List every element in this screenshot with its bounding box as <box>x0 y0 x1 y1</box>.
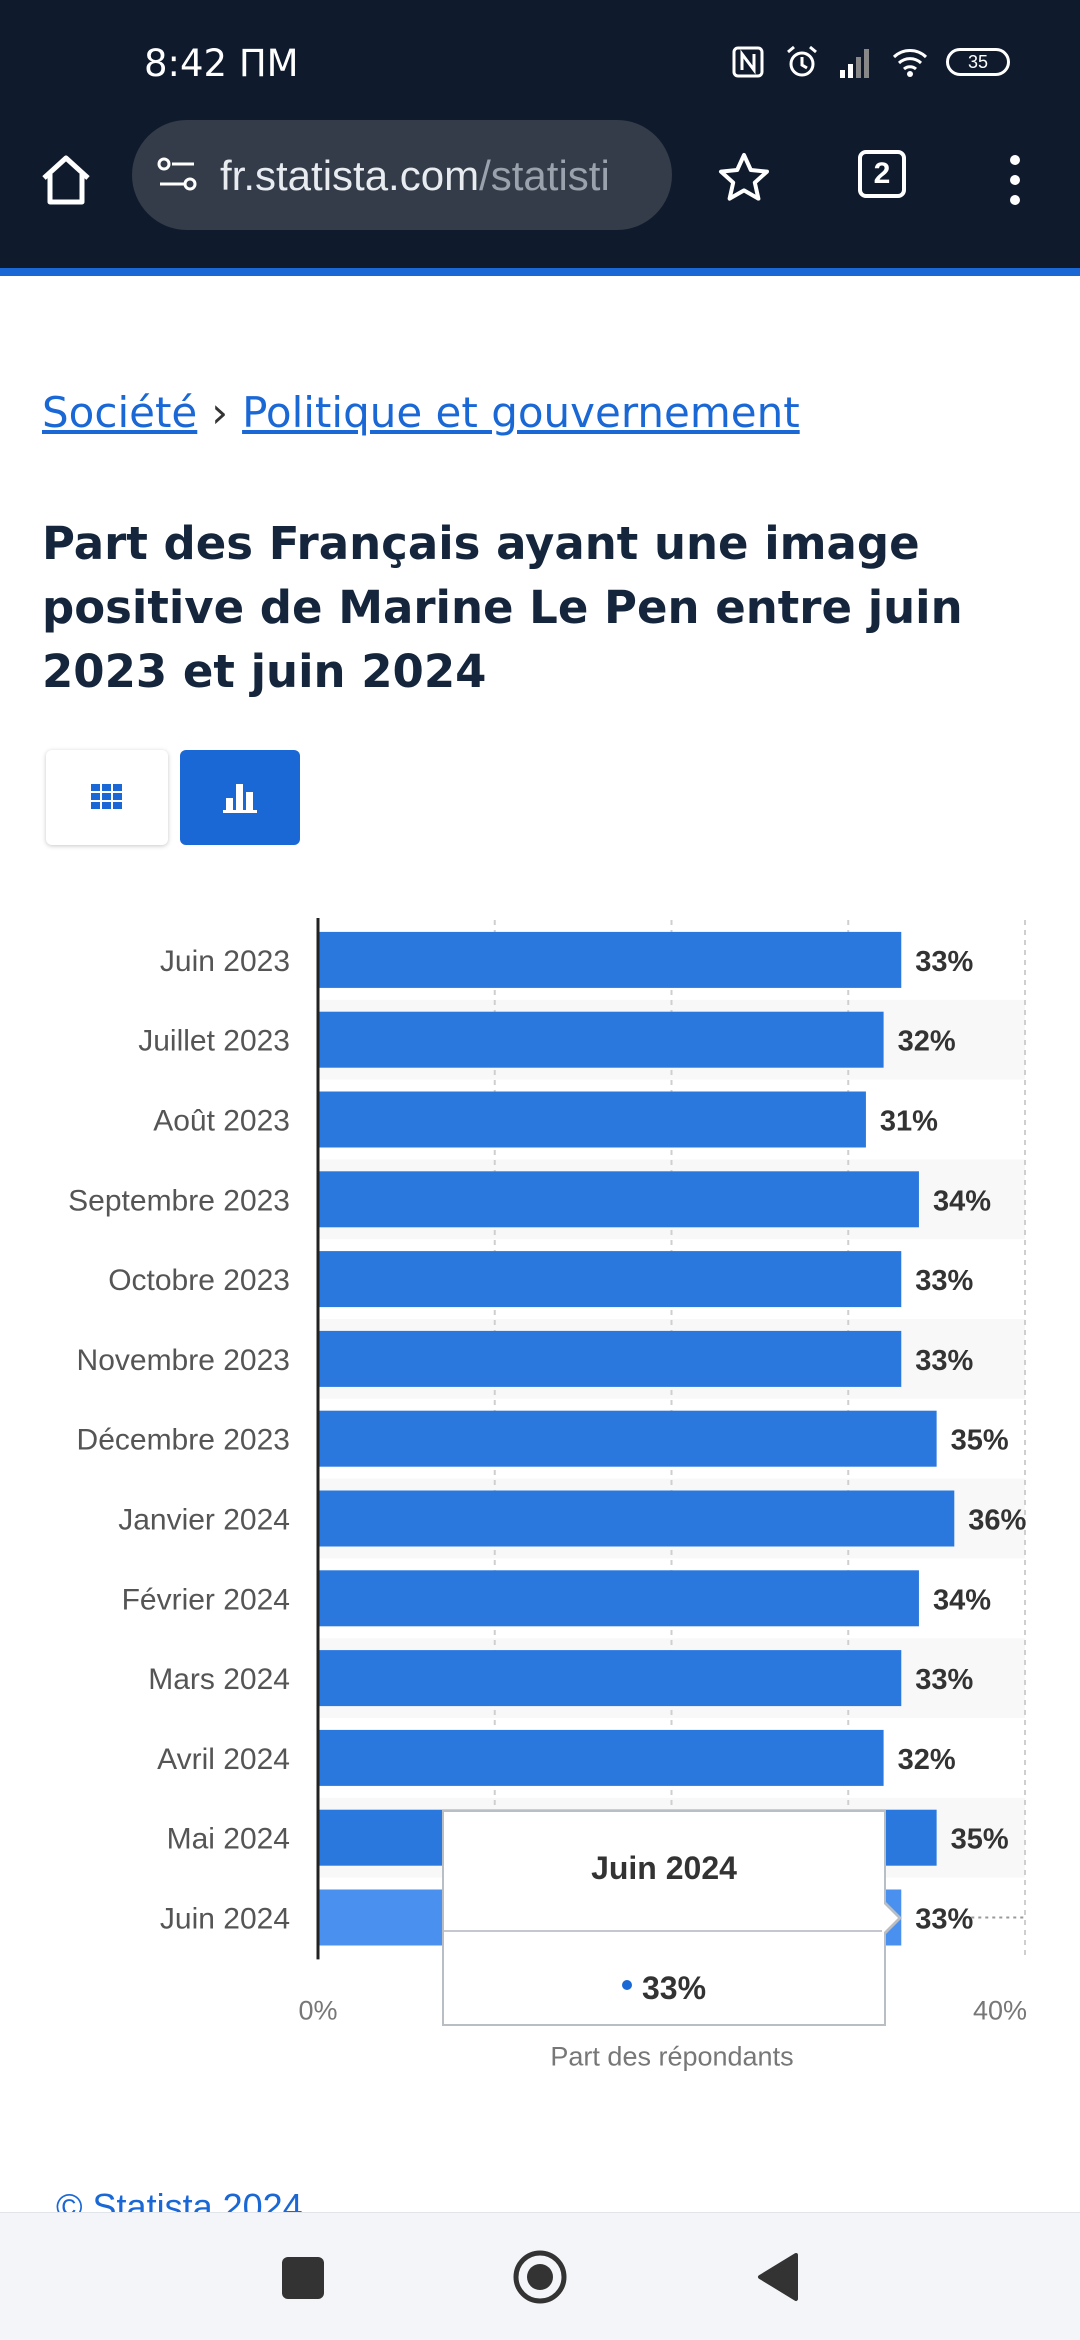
category-label: Mai 2024 <box>167 1823 290 1856</box>
page-title: Part des Français ayant une image positi… <box>42 517 963 698</box>
data-label: 33% <box>915 946 973 978</box>
breadcrumb-separator: › <box>211 388 229 437</box>
bar <box>318 1650 902 1707</box>
url-host: fr.statista.com <box>220 152 480 199</box>
home-circle-icon[interactable] <box>512 2249 568 2305</box>
category-label: Octobre 2023 <box>108 1264 290 1297</box>
x-tick-label: 0% <box>298 1995 337 2025</box>
data-label: 33% <box>915 1265 973 1297</box>
data-label: 33% <box>915 1345 973 1377</box>
category-label: Juillet 2023 <box>138 1025 290 1058</box>
data-label: 35% <box>951 1824 1009 1856</box>
browser-toolbar: fr.statista.com/statisti 2 <box>0 120 1080 270</box>
breadcrumb-link-politique[interactable]: Politique et gouvernement <box>242 388 800 437</box>
tooltip-divider <box>444 1930 884 1932</box>
url-text[interactable]: fr.statista.com/statisti <box>220 152 660 202</box>
bar <box>318 1091 866 1148</box>
data-label: 34% <box>933 1185 991 1217</box>
category-label: Janvier 2024 <box>118 1504 290 1537</box>
url-path: /statisti <box>479 152 610 199</box>
chart-view-button[interactable] <box>180 750 300 845</box>
tooltip-value-row: 33% <box>444 1970 884 2007</box>
status-icons: 35 <box>730 42 1010 82</box>
signal-icon <box>840 49 869 78</box>
home-icon[interactable] <box>36 150 96 210</box>
wifi-icon <box>892 49 928 77</box>
x-axis-label: Part des répondants <box>550 2041 793 2071</box>
system-nav-bar <box>0 2212 1080 2340</box>
category-label: Septembre 2023 <box>68 1184 290 1217</box>
category-label: Juin 2023 <box>160 945 290 978</box>
breadcrumb-link-societe[interactable]: Société <box>42 388 198 437</box>
recents-icon[interactable] <box>282 2257 324 2299</box>
category-label: Février 2024 <box>122 1583 290 1616</box>
bar <box>318 1410 937 1467</box>
bar-chart: Juin 2023 33% Juillet 2023 32% Août 2023 31% S… <box>68 918 1027 2071</box>
bar-chart-icon <box>223 784 257 813</box>
data-label: 33% <box>915 1664 973 1696</box>
bar <box>318 1570 919 1627</box>
more-menu-icon[interactable] <box>1000 150 1030 210</box>
category-label: Mars 2024 <box>148 1663 290 1696</box>
bar <box>318 1011 884 1068</box>
bar <box>318 931 902 988</box>
copyright-link[interactable]: © Statista 2024 <box>56 2186 303 2212</box>
category-label: Août 2023 <box>153 1105 290 1138</box>
category-label: Novembre 2023 <box>77 1344 290 1377</box>
bar <box>318 1729 884 1786</box>
tooltip-title: Juin 2024 <box>591 1850 737 1886</box>
bookmark-star-icon[interactable] <box>716 150 772 206</box>
category-label: Décembre 2023 <box>77 1424 290 1457</box>
bar <box>318 1490 955 1547</box>
tab-switcher-button[interactable]: 2 <box>858 150 906 198</box>
tooltip-value: 33% <box>641 1970 707 2006</box>
x-tick-label: 40% <box>973 1995 1027 2025</box>
data-label: 32% <box>898 1026 956 1058</box>
data-label: 31% <box>880 1106 938 1138</box>
url-bar[interactable]: fr.statista.com/statisti <box>132 120 672 230</box>
bar <box>318 1251 902 1308</box>
data-label: 34% <box>933 1584 991 1616</box>
back-triangle-icon[interactable] <box>756 2251 800 2303</box>
data-label: 32% <box>898 1744 956 1776</box>
status-time: 8:42 ПМ <box>144 42 299 85</box>
nfc-icon <box>732 46 764 78</box>
chart-tooltip: Juin 2024 33% <box>442 1810 886 2026</box>
breadcrumb: Société › Politique et gouvernement <box>42 388 800 437</box>
status-bar: 8:42 ПМ 35 <box>0 0 1080 120</box>
category-label: Juin 2024 <box>160 1903 290 1936</box>
site-settings-icon[interactable] <box>154 150 202 198</box>
table-view-button[interactable] <box>46 750 168 845</box>
battery-indicator: 35 <box>946 48 1010 76</box>
bar <box>318 1330 902 1387</box>
bar <box>318 1171 919 1228</box>
grid-icon <box>91 784 122 809</box>
page-load-bar <box>0 268 1080 276</box>
tooltip-arrow-inner <box>882 1902 898 1934</box>
category-label: Avril 2024 <box>157 1743 290 1776</box>
data-label: 33% <box>915 1904 973 1936</box>
data-label: 35% <box>951 1425 1009 1457</box>
alarm-icon <box>787 45 817 77</box>
data-label: 36% <box>968 1505 1026 1537</box>
series-dot-icon <box>621 1979 632 1990</box>
